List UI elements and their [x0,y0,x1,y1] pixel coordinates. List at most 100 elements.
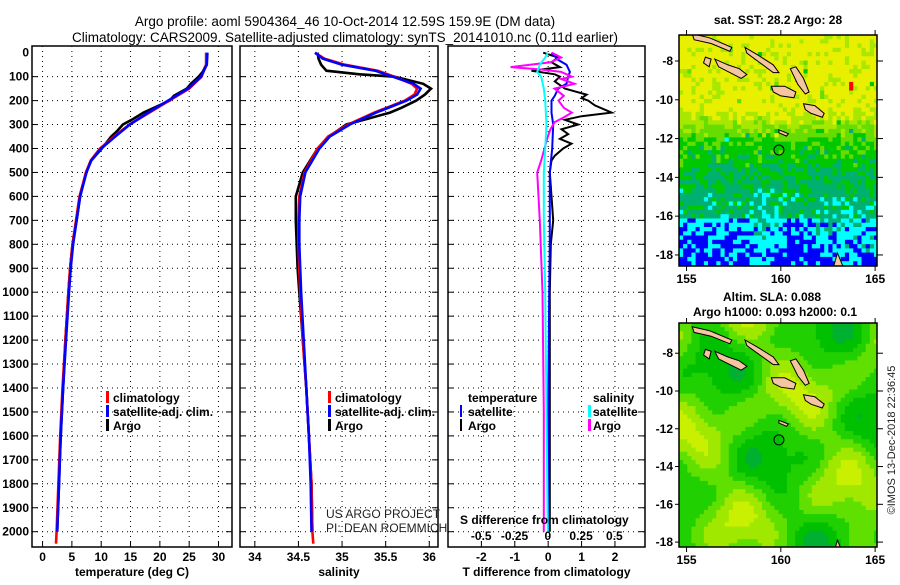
legend-climatology: climatology [113,391,180,405]
sla-map-subtitle: Argo h1000: 0.093 h2000: 0.1 [693,305,857,319]
depth-tick-label: 1000 [2,285,29,299]
sst-map-title: sat. SST: 28.2 Argo: 28 [714,13,843,27]
depth-tick-label: 900 [9,261,29,275]
depth-tick-label: 200 [9,94,29,108]
lat-tick-label: -14 [656,170,674,184]
legend-swatch-t-argo [460,419,462,431]
x-axis-label: salinity [318,565,360,579]
x-tick-label: 2 [612,550,619,564]
title-line-1: Argo profile: aoml 5904364_46 10-Oct-201… [135,14,555,29]
lat-tick-label: -12 [656,422,674,436]
lon-tick-label: 165 [865,553,885,567]
series-line-satellite-adj-clim- [299,53,420,532]
legend-swatch-climatology [106,391,109,403]
plot-frame [32,46,232,547]
depth-tick-label: 100 [9,70,29,84]
depth-tick-label: 400 [9,142,29,156]
depth-axis-labels: 0 100 200 300 400 500 600 700 800 900 1000 1100 1200… [2,46,29,539]
lon-tick-label: 155 [677,553,697,567]
lon-tick-label: 165 [865,272,885,286]
x-tick-label: 35.5 [374,550,398,564]
credit-pi: PI: DEAN ROEMMICH [326,521,447,535]
legend-argo: Argo [335,419,363,433]
x-tick-label: -2 [476,550,487,564]
depth-tick-label: 1500 [2,405,29,419]
depth-tick-label: 2000 [2,525,29,539]
title-line-2: Climatology: CARS2009. Satellite-adjuste… [72,30,618,45]
legend-s-argo: Argo [593,419,621,433]
s-diff-tick-label: -0.5 [471,529,492,543]
series-line-salinity-argo [511,53,575,532]
series-line-climatology [298,53,417,544]
depth-tick-label: 1300 [2,357,29,371]
legend-swatch-argo [328,419,331,431]
x-tick-label: 1 [578,550,585,564]
x-tick-label: 35 [335,550,349,564]
x-tick-label: 25 [183,550,197,564]
legend-satellite: satellite-adj. clim. [113,405,213,419]
depth-tick-label: 600 [9,189,29,203]
legend-swatch-satellite [106,405,109,417]
legend-temperature-heading: temperature [468,391,538,405]
depth-tick-label: 1700 [2,453,29,467]
depth-tick-label: 1200 [2,333,29,347]
depth-tick-label: 300 [9,118,29,132]
depth-tick-label: 500 [9,165,29,179]
depth-tick-label: 800 [9,237,29,251]
legend-swatch-t-satellite [460,405,462,417]
s-diff-tick-label: 0.5 [606,529,623,543]
legend-salinity-heading: salinity [593,391,635,405]
depth-tick-label: 0 [22,46,29,60]
lat-tick-label: -18 [656,248,674,262]
lat-tick-label: -18 [656,535,674,549]
depth-tick-label: 700 [9,213,29,227]
legend-swatch-climatology [328,391,331,403]
legend-swatch-satellite [328,405,331,417]
lat-tick-label: -8 [662,346,673,360]
x-tick-label: 34 [248,550,262,564]
legend-t-argo: Argo [468,419,496,433]
x-tick-label: 20 [153,550,167,564]
lat-tick-label: -16 [656,497,674,511]
s-diff-tick-label: 0 [544,529,551,543]
legend-argo: Argo [113,419,141,433]
sla-map-title: Altim. SLA: 0.088 [723,290,821,304]
lat-tick-label: -10 [656,93,674,107]
lon-tick-label: 155 [677,272,697,286]
s-diff-tick-label: -0.25 [501,529,529,543]
timestamp: ©IMOS 13-Dec-2018 22:36:45 [886,366,898,515]
legend-s-satellite: satellite [593,405,638,419]
x-axis-label: T difference from climatology [462,565,630,579]
x-tick-label: 10 [95,550,109,564]
legend-satellite: satellite-adj. clim. [335,405,435,419]
lat-tick-label: -10 [656,384,674,398]
lat-tick-label: -8 [662,54,673,68]
depth-tick-label: 1600 [2,429,29,443]
depth-tick-label: 1100 [3,309,29,323]
x-tick-label: 30 [212,550,226,564]
s-difference-axis-label: S difference from climatology [460,513,629,527]
depth-tick-label: 1900 [2,501,29,515]
salinity-legend: climatology satellite-adj. clim. Argo [328,391,435,433]
legend-climatology: climatology [335,391,402,405]
x-tick-label: 0 [39,550,46,564]
legend-swatch-argo [106,419,109,431]
legend-swatch-s-satellite [588,405,591,417]
x-tick-label: 34.5 [287,550,311,564]
credit-project: US ARGO PROJECT [326,507,441,521]
x-tick-label: 15 [124,550,138,564]
lon-tick-label: 160 [771,553,791,567]
series-line-climatology [56,53,206,544]
depth-tick-label: 1400 [2,381,29,395]
lon-tick-label: 160 [771,272,791,286]
depth-tick-label: 1800 [2,477,29,491]
lat-tick-label: -16 [656,209,674,223]
x-tick-label: -1 [509,550,520,564]
legend-t-satellite: satellite [468,405,513,419]
lat-tick-label: -14 [656,460,674,474]
